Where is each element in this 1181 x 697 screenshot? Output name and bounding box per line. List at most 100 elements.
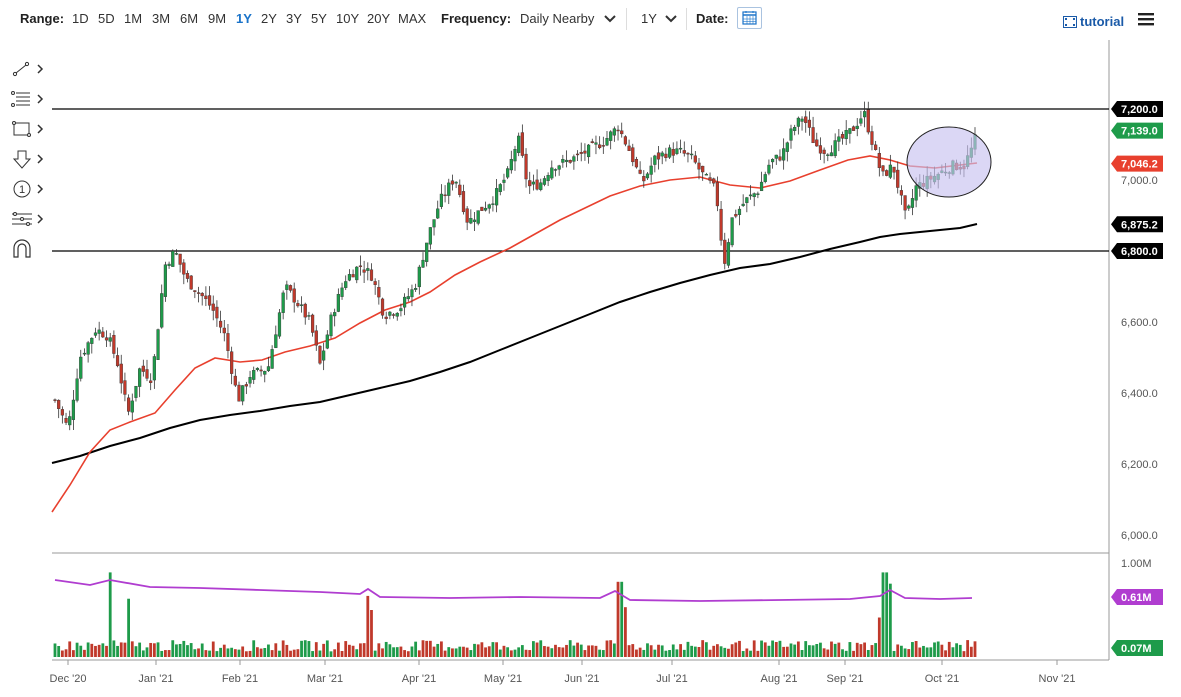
trendline-tool[interactable]: [8, 58, 48, 80]
candlestick: [874, 140, 878, 151]
range-2y[interactable]: 2Y: [261, 11, 277, 26]
volume-bar: [366, 595, 370, 657]
price-label-7200: 7,200.0: [1111, 101, 1163, 117]
volume-bar: [627, 645, 631, 657]
candle-up: [553, 169, 558, 171]
candlestick: [270, 345, 274, 369]
candlestick: [108, 332, 112, 347]
candlestick: [369, 263, 374, 282]
candlestick: [495, 178, 499, 213]
candle-up: [75, 378, 79, 401]
candlestick: [241, 385, 245, 406]
candlestick: [329, 312, 333, 339]
volume-bar: [962, 651, 966, 657]
period-select[interactable]: 1Y: [641, 11, 657, 26]
candlestick: [907, 204, 911, 211]
range-label: Range:: [20, 11, 65, 26]
pattern-icon: [12, 212, 44, 226]
candle-up: [454, 181, 458, 184]
volume-label-tag: [1111, 640, 1163, 656]
volume-ma-line: [54, 579, 973, 602]
fib-tool[interactable]: [8, 88, 48, 110]
range-5y[interactable]: 5Y: [311, 11, 327, 26]
volume-bar: [318, 650, 322, 657]
menu-icon[interactable]: [1138, 12, 1154, 26]
rectangle-tool[interactable]: [8, 118, 48, 140]
time-tick-label: Nov '21: [1039, 673, 1076, 685]
candlestick: [789, 124, 793, 149]
volume-bar: [958, 644, 962, 657]
candle-down: [126, 397, 131, 412]
candlestick: [653, 154, 657, 173]
tutorial-link[interactable]: tutorial: [1080, 14, 1125, 29]
price-label-tag: [1111, 243, 1163, 259]
candlestick: [380, 297, 385, 319]
range-20y[interactable]: 20Y: [367, 11, 391, 26]
volume-bar: [550, 648, 554, 657]
candle-down: [715, 182, 719, 207]
range-5d[interactable]: 5D: [98, 11, 115, 26]
price-label-tag: [1111, 122, 1163, 139]
volume-bar: [539, 640, 543, 657]
arrow-tool[interactable]: [8, 148, 48, 170]
volume-bar: [517, 647, 521, 657]
range-max[interactable]: MAX: [398, 11, 427, 26]
range-6m[interactable]: 6M: [180, 11, 199, 26]
candlestick: [542, 175, 547, 187]
candle-up: [163, 264, 167, 297]
candle-up: [531, 181, 535, 185]
candle-down: [119, 363, 123, 384]
time-tick-label: May '21: [484, 673, 522, 685]
candlestick: [807, 111, 811, 136]
counter-tool[interactable]: 1: [8, 178, 48, 200]
candlestick: [885, 169, 889, 177]
candlestick: [303, 302, 307, 325]
candlestick: [796, 116, 800, 135]
range-3m[interactable]: 3M: [152, 11, 171, 26]
frequency-select[interactable]: Daily Nearby: [520, 11, 595, 26]
candlestick: [439, 184, 443, 210]
pattern-tool[interactable]: [8, 208, 48, 230]
candlestick: [79, 349, 83, 382]
magnet-tool[interactable]: [8, 238, 48, 260]
toolbar: Range: 1D 5D 1M 3M 6M 9M 1Y 2Y 3Y 5Y 10Y…: [0, 0, 1181, 38]
volume-bar: [458, 646, 462, 657]
volume-bar: [929, 647, 933, 657]
candlestick: [112, 330, 116, 359]
volume-bar: [141, 650, 145, 657]
calendar-button[interactable]: [737, 7, 762, 29]
range-9m[interactable]: 9M: [208, 11, 227, 26]
candlestick: [252, 366, 256, 385]
range-1m[interactable]: 1M: [124, 11, 143, 26]
candle-down: [318, 345, 322, 364]
candlestick: [248, 370, 252, 388]
candle-up: [914, 185, 918, 201]
candlestick: [785, 141, 789, 162]
candlestick: [476, 210, 480, 226]
volume-bar: [436, 643, 440, 657]
candle-up: [756, 193, 760, 195]
candle-up: [763, 174, 767, 182]
candlestick: [756, 191, 760, 199]
volume-bar: [782, 646, 786, 657]
range-10y[interactable]: 10Y: [336, 11, 360, 26]
candlestick: [693, 150, 697, 165]
candle-down: [885, 170, 889, 176]
volume-bar: [679, 644, 682, 657]
price-tick-label: 6,600.0: [1121, 317, 1158, 329]
chevron-down-icon[interactable]: [665, 14, 677, 23]
candlestick: [605, 131, 609, 147]
volume-bar: [79, 645, 83, 657]
volume-bar: [576, 642, 579, 657]
volume-bar: [421, 640, 425, 657]
volume-bar: [270, 650, 274, 657]
volume-bar: [336, 642, 340, 657]
range-3y[interactable]: 3Y: [286, 11, 302, 26]
range-1y[interactable]: 1Y: [236, 11, 252, 26]
volume-bar: [454, 648, 458, 657]
range-1d[interactable]: 1D: [72, 11, 89, 26]
film-icon[interactable]: [1063, 16, 1077, 28]
candle-up: [730, 217, 734, 246]
chevron-down-icon[interactable]: [604, 14, 616, 23]
